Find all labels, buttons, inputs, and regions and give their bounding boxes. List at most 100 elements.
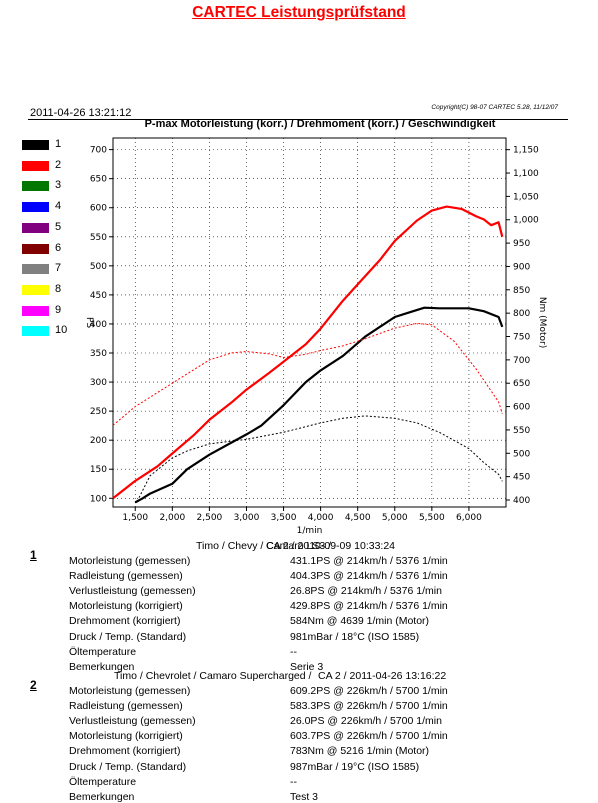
result-row-value: 783Nm @ 5216 1/min (Motor) [290,745,430,758]
legend-swatch-7 [22,264,49,275]
legend-label-5: 5 [55,220,62,233]
y-right-tick-label: 600 [513,403,530,413]
x-tick-label: 5,000 [382,513,408,523]
result-header: Timo / Chevy / Camaro LS3 / [196,540,331,552]
x-tick-label: 3,500 [271,513,297,523]
series-line-1-left [134,306,504,504]
legend-label-7: 7 [55,262,62,275]
legend-label-6: 6 [55,241,62,254]
result-row-label: Motorleistung (gemessen) [69,685,191,697]
y-tick-label: 600 [90,204,107,214]
legend-label-3: 3 [55,179,62,192]
result-row-value: 981mBar / 18°C (ISO 1585) [290,630,420,643]
y-right-tick-label: 500 [513,449,530,459]
result-row-label: Motorleistung (korrigiert) [69,730,183,743]
x-tick-label: 2,000 [159,513,185,523]
x-tick-label: 5,500 [419,513,445,523]
legend-swatch-6 [22,243,49,254]
result-row-value: 583.3PS @ 226km/h / 5700 1/min [290,700,448,713]
legend-swatch-2 [22,160,49,171]
x-tick-label: 2,500 [197,513,223,523]
result-row-label: Verlustleistung (gemessen) [69,585,196,598]
legend-label-8: 8 [55,282,62,295]
y-tick-label: 150 [90,465,107,475]
result-index: 1 [30,548,37,562]
result-row-label: Öltemperature [69,775,137,788]
x-tick-label: 1,500 [122,513,148,523]
y-tick-label: 700 [90,146,107,156]
legend-label-4: 4 [55,200,62,213]
y-right-tick-label: 700 [513,356,530,366]
y-tick-label: 200 [90,436,107,446]
result-header: Timo / Chevrolet / Camaro Supercharged / [114,670,312,682]
legend-label-10: 10 [55,324,68,337]
result-row-value: 404.3PS @ 214km/h / 5376 1/min [290,570,448,583]
header-divider [28,119,568,120]
result-row-value: 609.2PS @ 226km/h / 5700 1/min [290,685,448,697]
y-right-tick-label: 750 [513,333,530,343]
result-row-value: 429.8PS @ 214km/h / 5376 1/min [290,600,448,613]
result-row-label: Druck / Temp. (Standard) [69,760,187,773]
legend-label-1: 1 [55,138,62,150]
y-right-tick-label: 850 [513,286,530,296]
series-line-2-right [112,322,503,426]
result-header-date: CA 2 / 2010-09-09 10:33:24 [266,540,396,552]
y-right-tick-label: 450 [513,473,530,483]
y-tick-label: 450 [90,291,107,301]
legend-swatch-9 [22,305,49,316]
y-tick-label: 250 [90,407,107,417]
y-right-tick-label: 550 [513,426,530,436]
result-row-label: Motorleistung (korrigiert) [69,600,183,613]
legend-swatch-8 [22,284,49,295]
x-axis-label: 1/min [297,526,323,536]
y-right-tick-label: 400 [513,496,530,506]
y-right-tick-label: 1,150 [513,146,539,156]
result-row-label: Bemerkungen [69,790,135,803]
legend-label-2: 2 [55,158,62,171]
result-row-label: Radleistung (gemessen) [69,570,183,583]
y-axis-label: PS [84,317,94,328]
result-row-label: Drehmoment (korrigiert) [69,615,181,628]
y-tick-label: 350 [90,349,107,359]
result-row-value: -- [290,645,297,658]
y-tick-label: 650 [90,175,107,185]
y-right-tick-label: 650 [513,379,530,389]
legend-swatch-5 [22,222,49,233]
result-row-value: -- [290,775,297,788]
result-row-label: Druck / Temp. (Standard) [69,630,187,643]
result-row-value: 584Nm @ 4639 1/min (Motor) [290,615,430,628]
y-tick-label: 550 [90,233,107,243]
result-row-label: Motorleistung (gemessen) [69,555,191,567]
legend-swatch-3 [22,181,49,192]
result-row-label: Radleistung (gemessen) [69,700,183,713]
y-right-tick-label: 800 [513,309,530,319]
plot-frame [112,137,507,508]
result-header-date: CA 2 / 2011-04-26 13:16:22 [318,670,447,682]
series-line-2-left [112,205,504,500]
result-row-value: Serie 3 [290,660,324,673]
result-index: 2 [30,678,37,692]
chart-title: P-max Motorleistung (korr.) / Drehmoment… [144,118,496,130]
y-right-tick-label: 1,100 [513,169,539,179]
y-right-axis-label: Nm (Motor) [537,297,547,348]
result-row-label: Drehmoment (korrigiert) [69,745,181,758]
result-row-value: 603.7PS @ 226km/h / 5700 1/min [290,730,448,743]
result-row-label: Verlustleistung (gemessen) [69,715,196,728]
series-line-1-right [138,415,503,498]
y-tick-label: 400 [90,320,107,330]
y-tick-label: 500 [90,262,107,272]
x-tick-label: 3,000 [234,513,260,523]
result-row-label: Bemerkungen [69,660,135,673]
x-tick-label: 4,500 [345,513,371,523]
legend-swatch-4 [22,202,49,213]
result-row-label: Öltemperature [69,645,137,658]
result-row-value: 26.0PS @ 226km/h / 5700 1/min [290,715,442,728]
chart-svg: 1,500 2,000 2,500 3,000 3,500 4,000 4,500 5,000… [84,137,547,536]
x-tick-label: 6,000 [456,513,482,523]
x-tick-label: 4,000 [308,513,334,523]
y-tick-label: 300 [90,378,107,388]
copyright-note: Copyright(C) 98-07 CARTEC 5.28, 11/12/07 [431,104,558,111]
legend-swatch-10 [22,326,49,337]
y-right-tick-label: 1,050 [513,192,539,202]
timestamp: 2011-04-26 13:21:12 [30,107,132,119]
